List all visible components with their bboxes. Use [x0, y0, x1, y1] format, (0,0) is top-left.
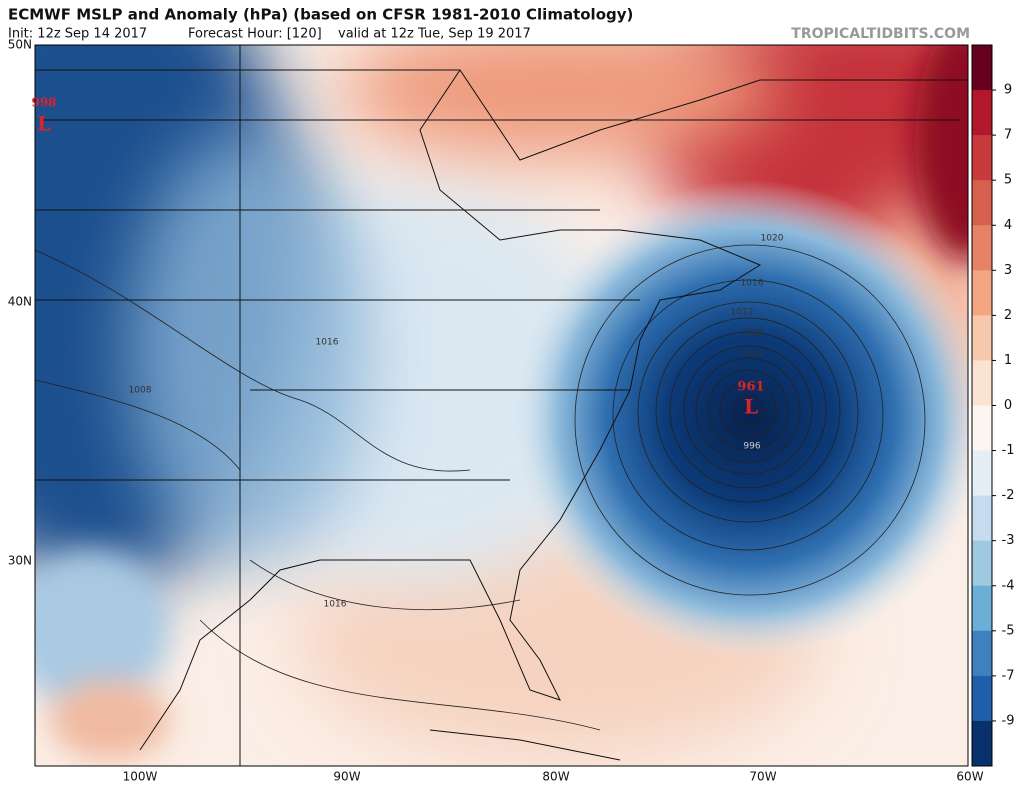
colorbar-swatch [972, 45, 992, 91]
colorbar-swatch [972, 360, 992, 406]
low-pressure: 961 [737, 380, 764, 395]
colorbar-swatch [972, 630, 992, 677]
title: ECMWF MSLP and Anomaly (hPa) (based on C… [8, 6, 633, 24]
colorbar-label: 5 [1004, 173, 1012, 188]
colorbar-swatch [972, 450, 992, 497]
colorbar-swatch [972, 315, 992, 361]
lon-label: 80W [542, 770, 569, 784]
low-pressure: 998 [31, 96, 56, 110]
colorbar-label: -7 [1002, 668, 1015, 683]
low-symbol: L [37, 112, 51, 136]
contour-label: 1016 [324, 600, 347, 610]
colorbar-label: 0 [1004, 398, 1012, 413]
lon-label: 60W [956, 770, 983, 784]
colorbar: 9 7 5 4 3 2 1 0 -1 -2 -3 -4 -5 -7 -9 [971, 44, 1015, 767]
colorbar-swatch [972, 90, 992, 136]
colorbar-label: -4 [1002, 578, 1015, 593]
colorbar-label: 2 [1004, 308, 1012, 323]
colorbar-swatch [972, 180, 992, 226]
colorbar-swatch [972, 720, 992, 767]
init: Init: 12z Sep 14 2017 [8, 27, 147, 42]
colorbar-swatch [972, 405, 992, 452]
lat-label: 30N [8, 554, 32, 568]
colorbar-swatch [972, 135, 992, 181]
contour-label: 1008 [129, 386, 152, 396]
colorbar-label: 7 [1004, 128, 1012, 143]
map-frame [34, 44, 969, 767]
forecast-hour: Forecast Hour: [120] [188, 27, 322, 42]
contour-label: 1008 [741, 329, 764, 339]
colorbar-label: 1 [1004, 353, 1012, 368]
colorbar-label: -3 [1002, 533, 1015, 548]
lat-label: 50N [8, 38, 32, 52]
map [35, 45, 968, 766]
contour-label: 1004 [741, 350, 764, 360]
colorbar-label: -9 [1002, 713, 1015, 728]
lon-label: 70W [749, 770, 776, 784]
colorbar-label: -1 [1002, 443, 1015, 458]
low-symbol: L [744, 395, 758, 419]
colorbar-swatch [972, 225, 992, 271]
lon-label: 90W [333, 770, 360, 784]
watermark: TROPICALTIDBITS.COM [791, 26, 970, 42]
colorbar-swatch [972, 675, 992, 722]
lat-label: 40N [8, 295, 32, 309]
colorbar-label: 3 [1004, 263, 1012, 278]
contour-label: 1020 [761, 234, 784, 244]
colorbar-swatch [972, 585, 992, 632]
contour-label: 1016 [316, 338, 339, 348]
valid-time: valid at 12z Tue, Sep 19 2017 [338, 27, 531, 42]
contour-label: 996 [743, 442, 760, 452]
lon-label: 100W [123, 770, 158, 784]
colorbar-label: -5 [1002, 623, 1015, 638]
colorbar-label: 4 [1004, 218, 1012, 233]
colorbar-swatch [972, 495, 992, 542]
contour-label: 1016 [741, 279, 764, 289]
colorbar-label: -2 [1002, 488, 1015, 503]
contour-label: 1012 [731, 308, 754, 318]
colorbar-swatch [972, 540, 992, 587]
colorbar-label: 9 [1004, 83, 1012, 98]
colorbar-swatch [972, 270, 992, 316]
